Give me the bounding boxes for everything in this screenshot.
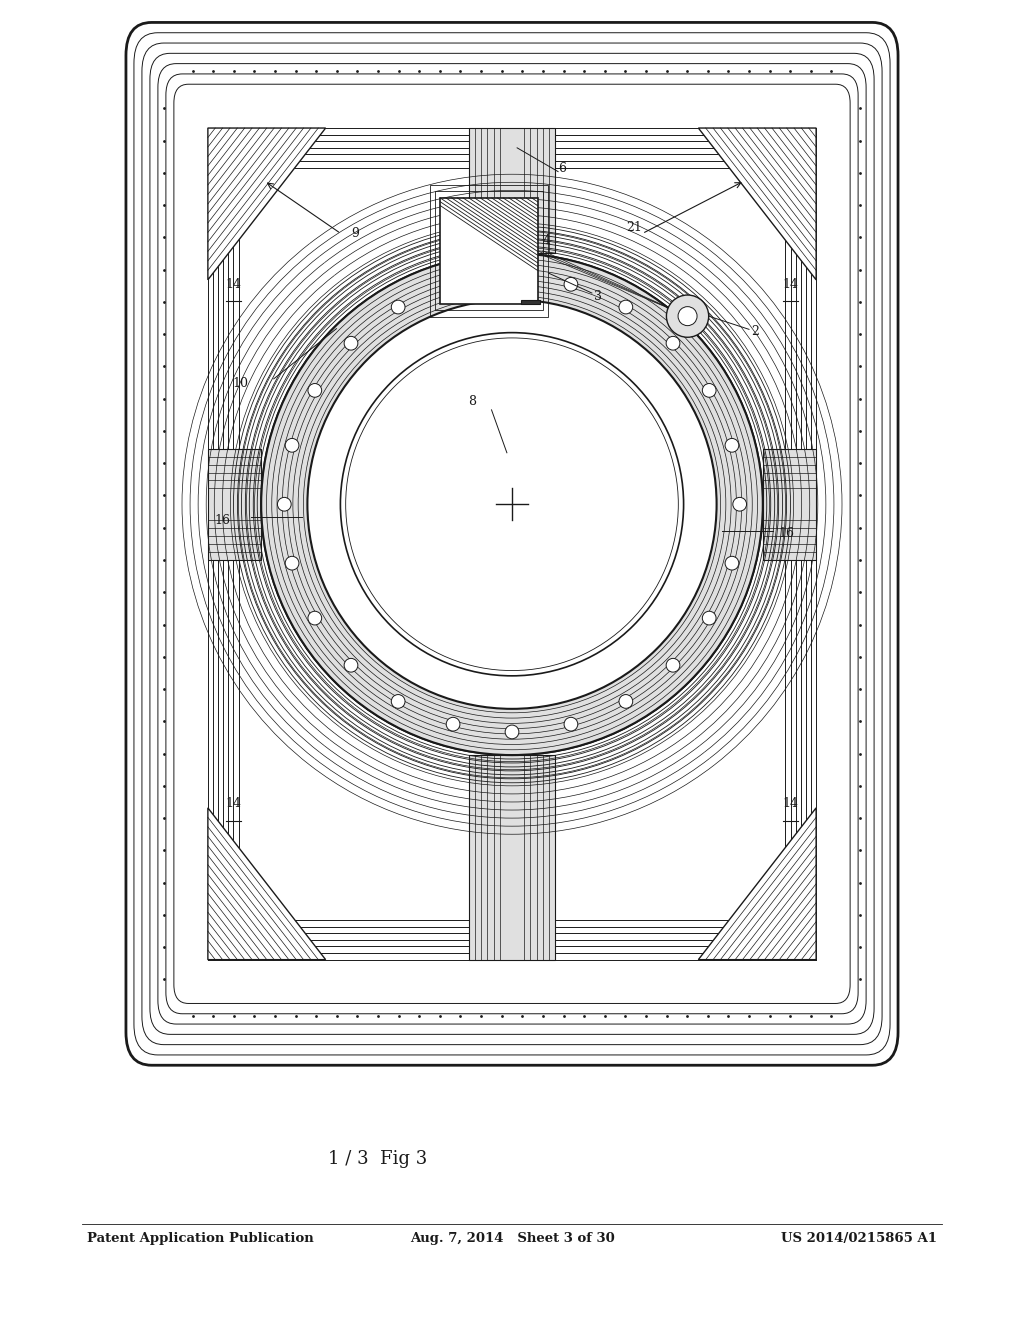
Polygon shape	[698, 808, 816, 960]
Polygon shape	[208, 808, 326, 960]
Ellipse shape	[446, 277, 460, 292]
Ellipse shape	[725, 438, 738, 453]
Ellipse shape	[446, 717, 460, 731]
Text: 16: 16	[215, 513, 230, 527]
Ellipse shape	[505, 269, 519, 284]
Text: 1 / 3  Fig 3: 1 / 3 Fig 3	[328, 1150, 427, 1168]
Ellipse shape	[391, 694, 406, 709]
Bar	[469, 755, 555, 960]
Bar	[521, 300, 540, 304]
Ellipse shape	[667, 659, 680, 672]
Text: 16: 16	[778, 527, 794, 540]
FancyBboxPatch shape	[126, 22, 898, 1065]
Ellipse shape	[564, 717, 578, 731]
Polygon shape	[698, 128, 816, 280]
Ellipse shape	[286, 438, 299, 453]
Bar	[435, 191, 543, 310]
Text: 6: 6	[558, 162, 566, 176]
Ellipse shape	[667, 296, 709, 338]
Ellipse shape	[340, 333, 684, 676]
Bar	[430, 185, 548, 317]
Text: Patent Application Publication: Patent Application Publication	[87, 1232, 313, 1245]
Ellipse shape	[702, 611, 716, 624]
Ellipse shape	[278, 498, 291, 511]
Text: 10: 10	[232, 378, 249, 391]
Ellipse shape	[344, 659, 357, 672]
Ellipse shape	[391, 300, 406, 314]
Polygon shape	[208, 128, 326, 280]
Ellipse shape	[308, 611, 322, 624]
Ellipse shape	[702, 384, 716, 397]
Ellipse shape	[307, 300, 717, 709]
Text: 8: 8	[468, 395, 476, 408]
Text: 3: 3	[594, 290, 602, 304]
Ellipse shape	[564, 277, 578, 292]
Ellipse shape	[678, 306, 697, 326]
Ellipse shape	[286, 556, 299, 570]
Ellipse shape	[344, 337, 357, 350]
Text: US 2014/0215865 A1: US 2014/0215865 A1	[781, 1232, 937, 1245]
Bar	[440, 198, 538, 304]
Text: 14: 14	[225, 797, 242, 810]
Ellipse shape	[725, 556, 738, 570]
Bar	[208, 449, 261, 560]
Text: 14: 14	[225, 277, 242, 290]
Text: 14: 14	[782, 797, 799, 810]
Ellipse shape	[618, 694, 633, 709]
Ellipse shape	[733, 498, 746, 511]
Ellipse shape	[261, 253, 763, 755]
Ellipse shape	[667, 337, 680, 350]
Text: 21: 21	[626, 220, 642, 234]
Text: 14: 14	[782, 277, 799, 290]
Text: Aug. 7, 2014   Sheet 3 of 30: Aug. 7, 2014 Sheet 3 of 30	[410, 1232, 614, 1245]
Bar	[469, 128, 555, 253]
Text: 4: 4	[543, 234, 551, 247]
Ellipse shape	[308, 384, 322, 397]
Ellipse shape	[505, 725, 519, 739]
Text: 2: 2	[751, 326, 759, 338]
Text: 9: 9	[351, 227, 359, 240]
Bar	[763, 449, 816, 560]
Ellipse shape	[618, 300, 633, 314]
